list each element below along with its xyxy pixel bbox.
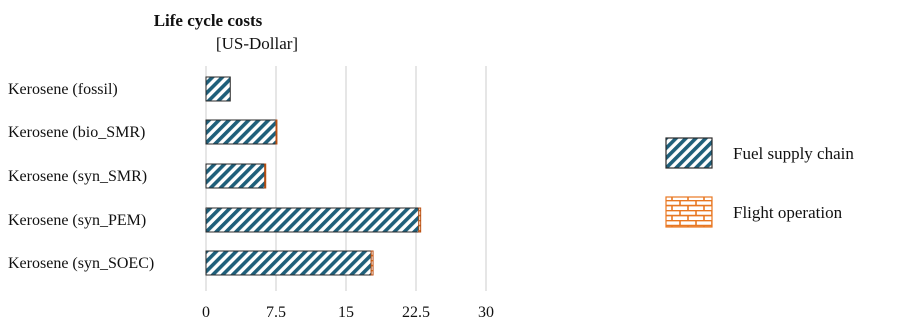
bar-flight-operation <box>418 207 422 233</box>
bars <box>205 76 422 276</box>
legend-label: Fuel supply chain <box>733 144 854 163</box>
bar-fuel-supply-chain <box>205 250 372 276</box>
bar-fuel-supply-chain <box>205 119 277 145</box>
legend-label: Flight operation <box>733 203 843 222</box>
category-label: Kerosene (bio_SMR) <box>8 124 145 141</box>
category-label: Kerosene (syn_SOEC) <box>8 255 154 272</box>
x-tick-label: 0 <box>202 304 210 321</box>
chart-title: Life cycle costs <box>154 11 263 30</box>
x-tick-label: 22.5 <box>402 304 430 321</box>
category-label: Kerosene (syn_PEM) <box>8 212 146 229</box>
legend-swatch <box>665 137 713 169</box>
x-tick-label: 7.5 <box>266 304 286 321</box>
category-labels: Kerosene (fossil) Kerosene (bio_SMR) Keros… <box>8 81 154 272</box>
bar-fuel-supply-chain <box>205 76 231 102</box>
chart-subtitle: [US-Dollar] <box>216 34 298 53</box>
bar-fuel-supply-chain <box>205 207 420 233</box>
x-tick-label: 30 <box>478 304 494 321</box>
bar-flight-operation <box>370 250 374 276</box>
category-label: Kerosene (fossil) <box>8 81 118 98</box>
category-label: Kerosene (syn_SMR) <box>8 168 147 185</box>
legend: Fuel supply chain Flight operation <box>665 137 854 228</box>
bar-flight-operation <box>275 119 278 145</box>
bar-flight-operation <box>264 163 267 189</box>
legend-swatch <box>665 196 713 228</box>
bar-fuel-supply-chain <box>205 163 266 189</box>
x-tick-label: 15 <box>338 304 354 321</box>
x-axis-tick-labels: 0 7.5 15 22.5 30 <box>202 304 494 321</box>
